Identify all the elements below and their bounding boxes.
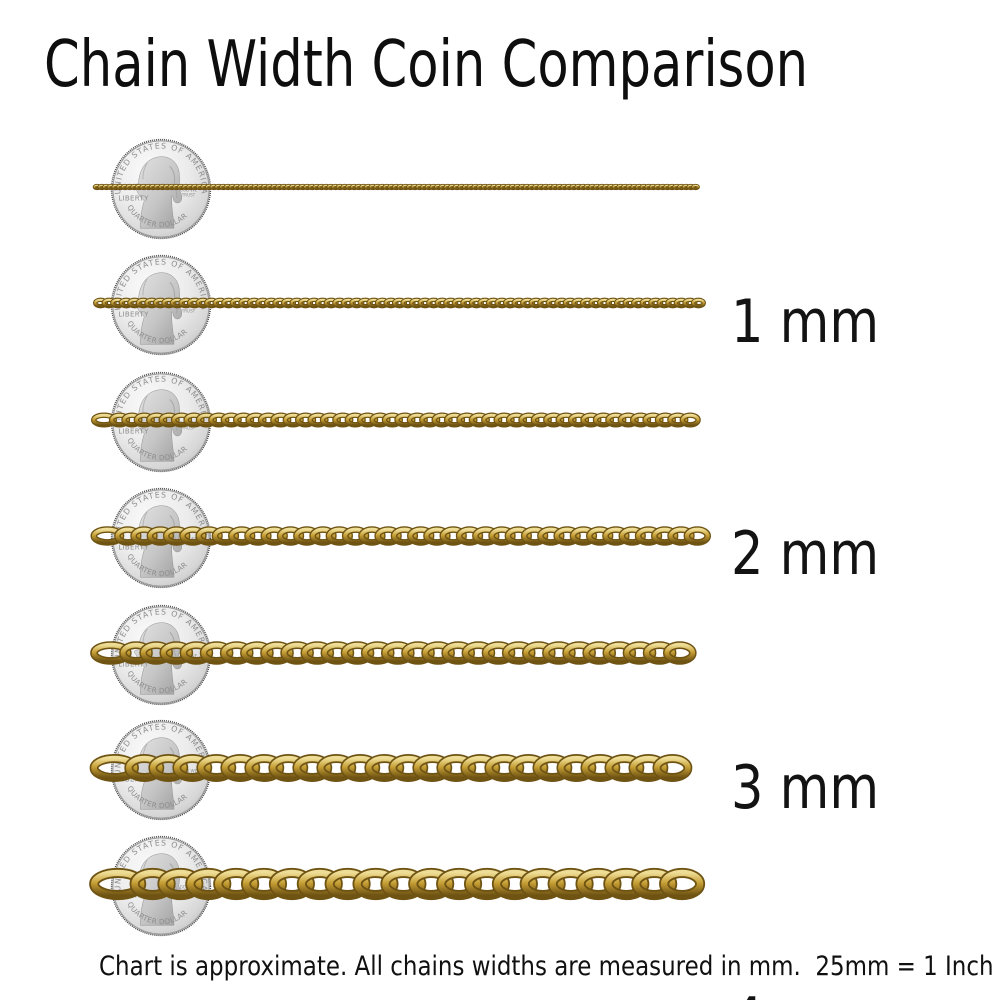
page-title: Chain Width Coin Comparison	[44, 28, 809, 102]
row-graphic	[90, 371, 701, 473]
row-graphic	[93, 254, 706, 356]
chain-graphic	[92, 183, 700, 191]
size-label: 3 mm	[731, 752, 880, 823]
chain-row: 1 mm	[0, 134, 1000, 352]
chain-graphic	[89, 754, 693, 782]
chain-graphic	[89, 867, 706, 901]
row-graphic	[92, 138, 700, 240]
chain-graphic	[90, 641, 697, 665]
chain-row: 3 mm	[0, 367, 1000, 818]
row-graphic	[89, 719, 693, 821]
coin-image	[110, 487, 212, 589]
size-label: 2 mm	[731, 518, 880, 589]
chain-graphic	[90, 412, 701, 428]
footer-note: Chart is approximate. All chains widths …	[99, 951, 994, 982]
size-label: 4 mm	[731, 990, 879, 1000]
size-label: 1 mm	[731, 286, 880, 357]
chain-row: 6 mm	[0, 715, 1000, 825]
row-graphic	[89, 835, 706, 937]
chain-row: 5 mm	[0, 600, 1000, 710]
chain-row: 7 mm	[0, 831, 1000, 941]
chain-row: 4 mm	[0, 483, 1000, 1000]
chain-row: 2 mm	[0, 250, 1000, 584]
row-graphic	[90, 604, 697, 706]
chain-graphic	[90, 526, 711, 546]
chain-graphic	[93, 297, 706, 309]
row-graphic	[90, 487, 711, 589]
